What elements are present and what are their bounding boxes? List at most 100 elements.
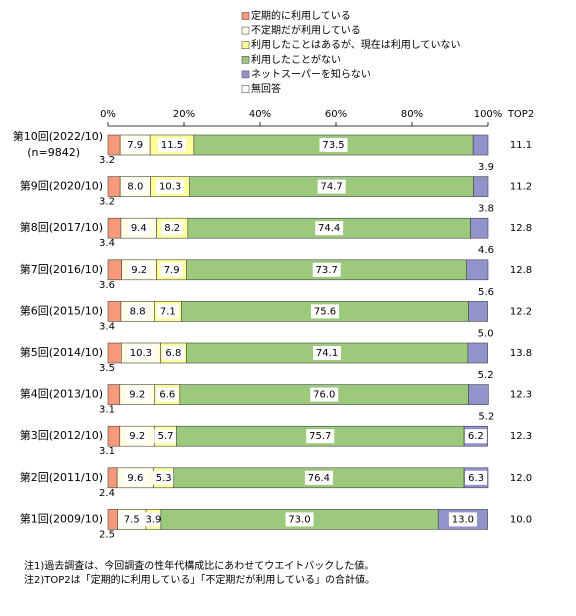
top2-value: 13.8 — [510, 348, 532, 359]
data-label: 3.6 — [99, 280, 115, 291]
data-label: 3.1 — [99, 405, 115, 416]
top2-value: 11.1 — [510, 140, 532, 151]
top2-value: 12.3 — [510, 390, 532, 401]
data-label: 6.6 — [159, 390, 175, 401]
legend-swatch — [241, 55, 250, 64]
data-label: 9.6 — [127, 473, 143, 484]
data-label: 6.2 — [468, 431, 484, 442]
label-bg — [313, 346, 342, 360]
data-label: 9.2 — [129, 390, 145, 401]
data-label: 7.9 — [164, 265, 180, 276]
bar-segment — [107, 176, 121, 197]
category-label: 第2回(2011/10) — [20, 470, 103, 484]
label-bg — [306, 429, 335, 444]
legend-swatch — [241, 85, 250, 93]
data-label: 9.2 — [131, 265, 147, 276]
category-label: 第3回(2012/10) — [20, 428, 103, 442]
top2-value: 12.8 — [510, 265, 532, 276]
label-bg — [126, 387, 149, 402]
bar-segment — [107, 259, 122, 281]
data-label: 74.4 — [318, 223, 340, 234]
bar-segment — [107, 467, 118, 489]
top2-value: 11.2 — [510, 182, 532, 193]
data-label: 3.8 — [478, 204, 494, 215]
data-label: 3.5 — [99, 363, 115, 374]
label-bg — [315, 221, 344, 236]
category-label: 第1回(2009/10) — [20, 511, 103, 525]
legend-label: ネットスーパーを知らない — [251, 67, 371, 80]
label-bg — [154, 429, 177, 444]
bar-segment — [107, 509, 118, 530]
x-tick-label: 20% — [173, 109, 195, 120]
data-label: 6.3 — [468, 473, 484, 484]
top2-header: TOP2 — [507, 109, 534, 120]
label-bg — [312, 262, 341, 277]
top2-value: 12.3 — [510, 431, 532, 442]
data-label: 73.0 — [288, 514, 310, 525]
data-label: 3.1 — [99, 446, 115, 457]
data-label: 3.2 — [99, 197, 115, 208]
bar-segment — [467, 342, 488, 364]
legend-swatch — [241, 12, 250, 20]
data-label: 10.3 — [130, 348, 152, 359]
x-tick-label: 80% — [401, 109, 423, 120]
data-label: 13.0 — [452, 514, 474, 525]
label-bg — [161, 221, 184, 236]
bar-segment — [466, 259, 489, 281]
data-label: 5.3 — [156, 473, 172, 484]
category-label: 第9回(2020/10) — [20, 179, 103, 193]
legend-swatch — [241, 26, 250, 35]
top2-value: 12.0 — [510, 473, 532, 484]
category-label: 第8回(2017/10) — [20, 220, 103, 234]
sample-size: (n=9842) — [27, 146, 80, 159]
data-label: 11.5 — [161, 140, 183, 151]
bar-segment — [107, 425, 121, 447]
legend-label: 利用したことはあるが、現在は利用していない — [251, 38, 461, 51]
label-bg — [448, 512, 477, 527]
label-bg — [127, 221, 150, 236]
data-label: 6.8 — [165, 348, 181, 359]
data-label: 5.2 — [478, 412, 494, 423]
bar-segment — [473, 176, 489, 197]
bar-segment — [107, 342, 122, 364]
data-label: 2.5 — [99, 529, 115, 540]
legend-label: 無回答 — [251, 82, 281, 95]
category-label: 第7回(2016/10) — [20, 262, 103, 276]
label-bg — [156, 179, 185, 194]
label-bg — [156, 304, 179, 319]
label-bg — [285, 512, 314, 527]
label-bg — [465, 470, 488, 485]
data-label: 3.9 — [478, 162, 494, 173]
data-label: 75.7 — [309, 431, 331, 442]
label-bg — [126, 429, 149, 444]
x-tick-label: 100% — [474, 109, 503, 120]
top2-value: 12.8 — [510, 223, 532, 234]
label-bg — [310, 304, 339, 319]
label-bg — [304, 470, 333, 485]
data-label: 4.6 — [478, 245, 494, 256]
bar-segment — [107, 217, 122, 239]
label-bg — [120, 512, 143, 527]
x-tick-label: 0% — [100, 109, 116, 120]
data-label: 3.2 — [99, 155, 115, 166]
label-bg — [158, 138, 187, 152]
footnote: 注1)過去調査は、今回調査の性年代構成比にあわせてウエイトバックした値。 — [24, 559, 374, 572]
footnote: 注2)TOP2は「定期的に利用している」「不定期だが利用している」の合計値。 — [24, 573, 375, 586]
data-label: 2.4 — [99, 488, 115, 499]
bar-segment — [472, 134, 489, 156]
data-label: 10.3 — [159, 182, 181, 193]
data-label: 3.4 — [99, 321, 115, 332]
data-label: 9.2 — [129, 431, 145, 442]
legend-swatch — [241, 70, 250, 79]
label-bg — [142, 512, 165, 527]
data-label: 8.0 — [127, 182, 143, 193]
data-label: 5.6 — [478, 287, 494, 298]
data-label: 8.8 — [130, 306, 146, 317]
x-tick-label: 40% — [249, 109, 271, 120]
label-bg — [162, 346, 185, 360]
legend-label: 利用したことがない — [251, 53, 341, 66]
label-bg — [124, 138, 147, 152]
category-label: 第6回(2015/10) — [20, 303, 103, 317]
data-label: 3.4 — [99, 238, 115, 249]
label-bg — [126, 304, 149, 319]
